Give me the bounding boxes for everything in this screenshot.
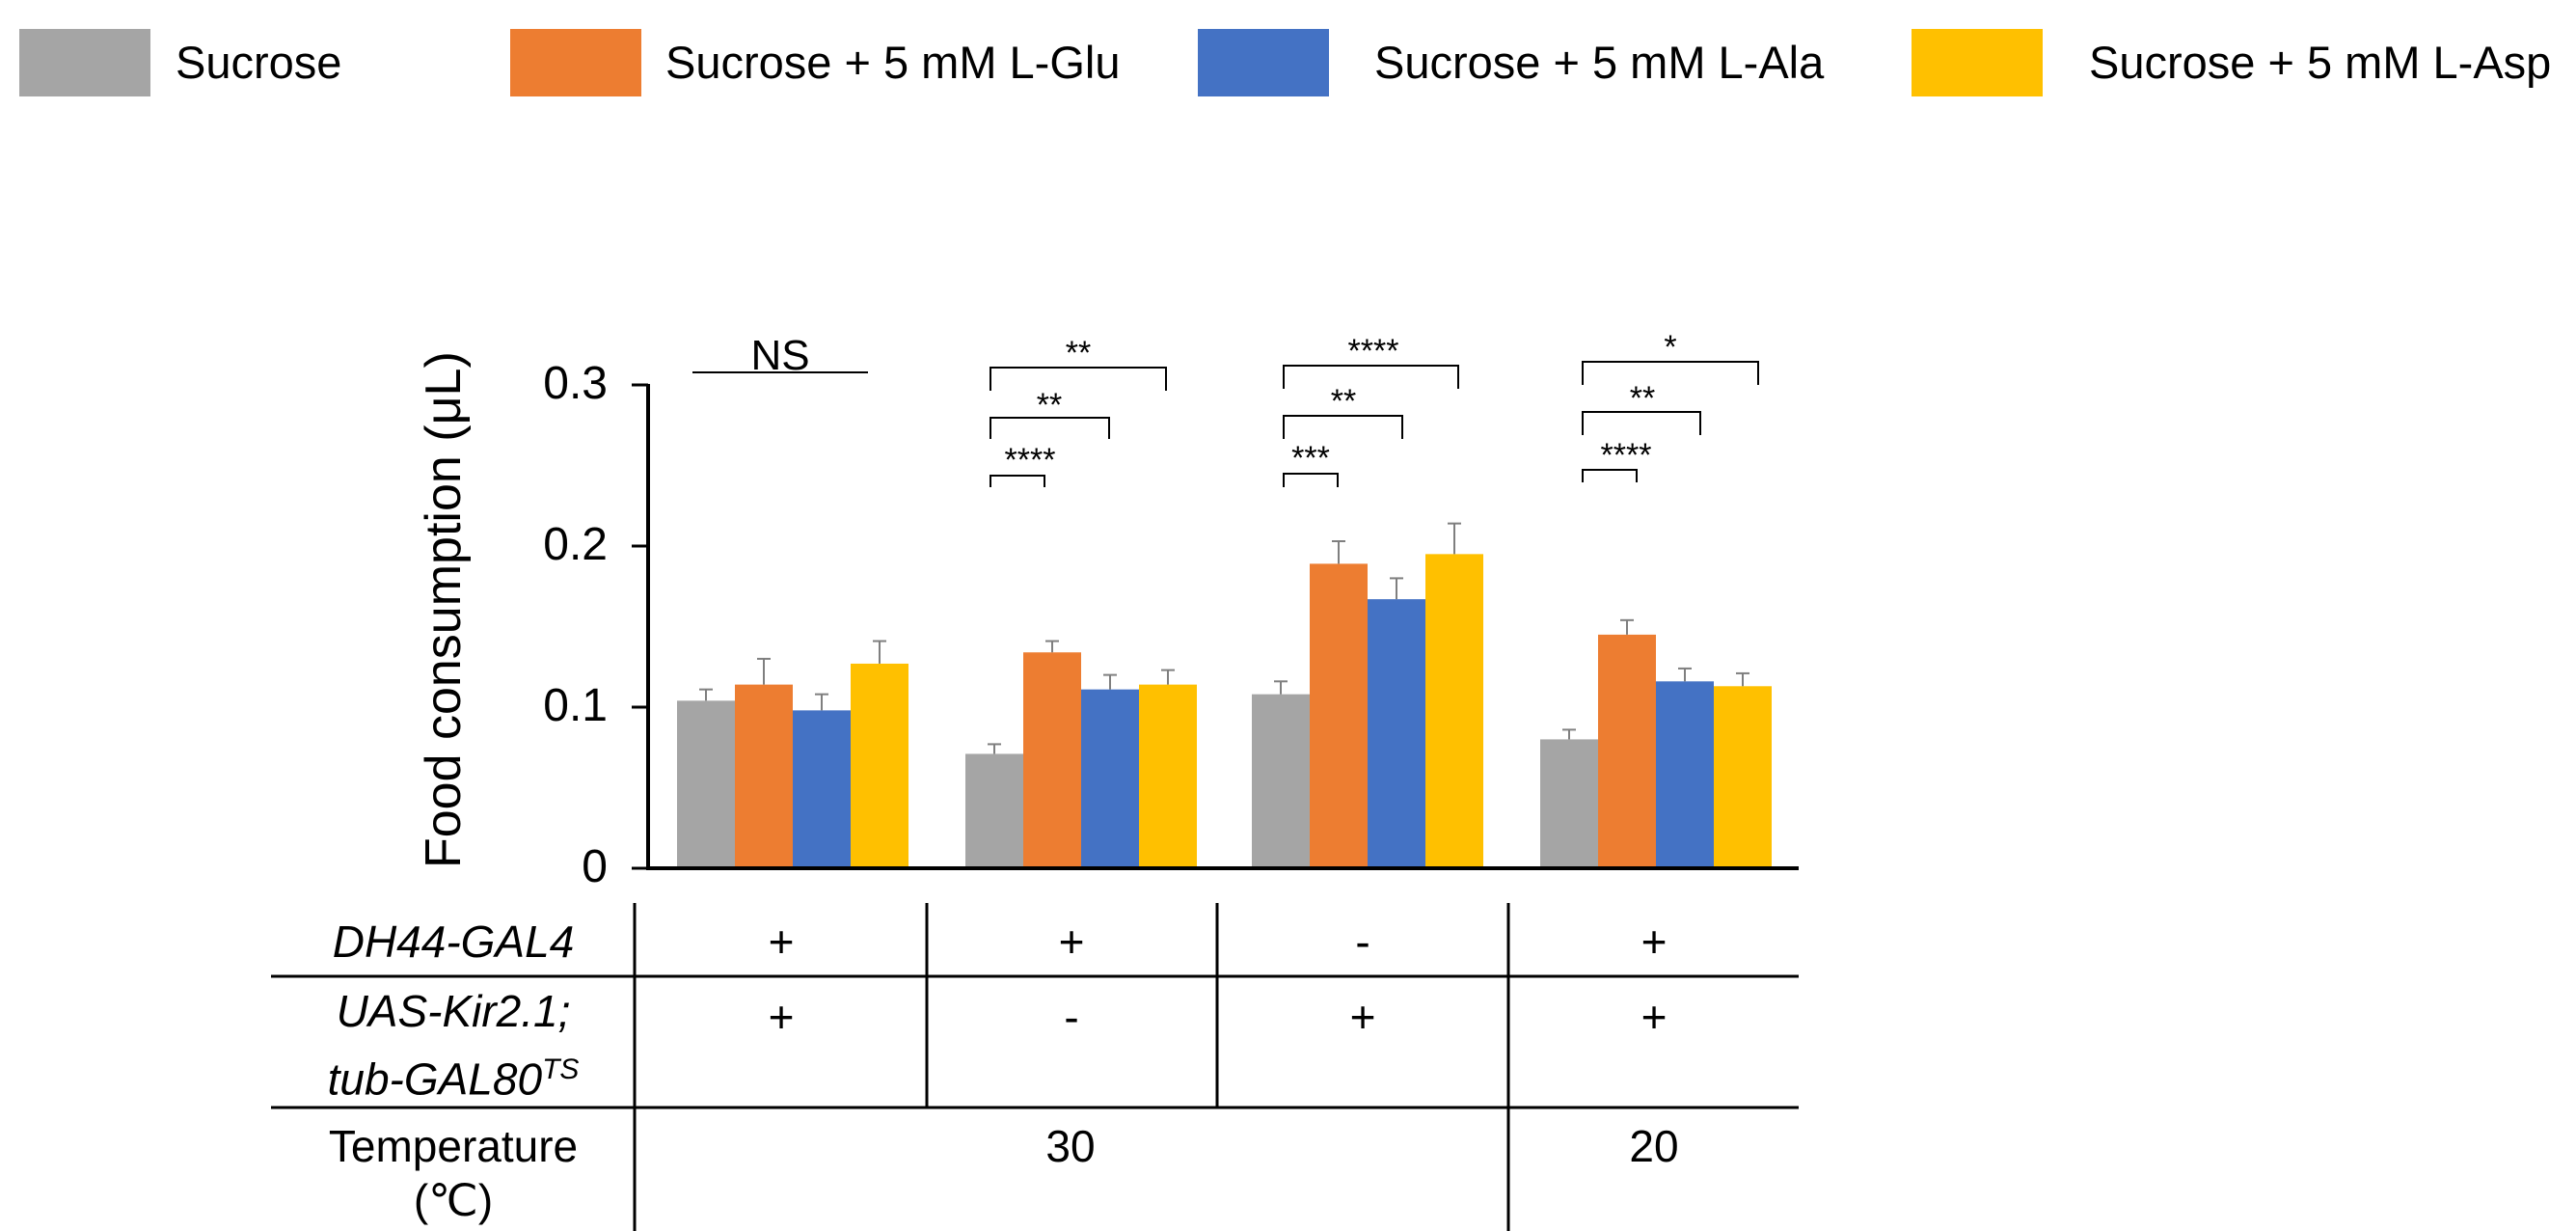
y-tick-label: 0.2 — [543, 519, 608, 570]
bar — [1714, 686, 1772, 868]
table-cell: + — [1641, 916, 1668, 967]
y-tick-label: 0 — [582, 841, 608, 892]
row-label-superscript: TS — [542, 1053, 580, 1085]
sig-label: *** — [1291, 440, 1330, 477]
y-tick-label: 0.1 — [543, 680, 608, 731]
bar — [677, 700, 735, 868]
table-cell: + — [1349, 992, 1376, 1042]
bracket — [1582, 469, 1638, 482]
bar — [1081, 689, 1139, 868]
legend-label: Sucrose — [176, 37, 342, 88]
bar — [1023, 652, 1081, 868]
bar — [1252, 694, 1310, 868]
legend-label: Sucrose + 5 mM L-Ala — [1374, 37, 1825, 88]
bracket — [1283, 365, 1459, 389]
bar — [1425, 554, 1483, 868]
sig-label: * — [1664, 329, 1677, 366]
table-cell: + — [1641, 992, 1668, 1042]
bracket — [1283, 415, 1403, 439]
error-bars-layer — [699, 522, 1749, 754]
bar — [1540, 739, 1598, 868]
table-cell: + — [1058, 916, 1085, 967]
sig-label: **** — [1347, 333, 1399, 369]
row-label-dh44: DH44-GAL4 — [332, 916, 575, 967]
bracket — [990, 417, 1110, 439]
bar — [1368, 599, 1425, 868]
table-cell-temp-20: 20 — [1629, 1121, 1679, 1171]
bracket — [1582, 411, 1701, 435]
sig-label-ns: NS — [750, 332, 810, 379]
legend-label: Sucrose + 5 mM L-Asp — [2089, 37, 2552, 88]
bar — [965, 753, 1023, 868]
table-cell: + — [768, 992, 795, 1042]
row-label-temperature: Temperature — [328, 1121, 579, 1171]
table-cell-temp-30: 30 — [1045, 1121, 1096, 1171]
legend-swatch — [1198, 29, 1329, 96]
legend-swatch — [1912, 29, 2043, 96]
bar — [1310, 563, 1368, 868]
table-cell: - — [1064, 992, 1079, 1042]
bracket — [1283, 473, 1339, 487]
row-label-temperature-unit: (℃) — [413, 1175, 494, 1225]
bracket — [990, 367, 1167, 391]
sig-label: ** — [1330, 383, 1357, 420]
bracket — [990, 475, 1045, 487]
sig-label: **** — [1004, 442, 1056, 479]
row-label-tub-gal80: tub-GAL80TS — [289, 1043, 617, 1106]
y-tick-label: 0.3 — [543, 358, 608, 409]
axes-layer — [632, 383, 1799, 870]
sig-label: ** — [1065, 335, 1092, 371]
row-label-uas-kir: UAS-Kir2.1; — [336, 986, 571, 1036]
bar — [735, 684, 793, 868]
bar — [1598, 634, 1656, 868]
bar — [1656, 681, 1714, 868]
legend-swatch — [510, 29, 641, 96]
table-cell: + — [768, 916, 795, 967]
legend-swatch — [19, 29, 150, 96]
bracket — [1582, 361, 1759, 385]
genotype-table-lines — [271, 903, 1799, 1231]
significance-brackets — [692, 361, 1759, 487]
row-label-tub-gal80-text: tub-GAL80 — [327, 1053, 543, 1105]
sig-label: ** — [1036, 387, 1063, 424]
sig-label: **** — [1600, 437, 1652, 474]
bars-layer — [677, 554, 1772, 868]
bar — [851, 663, 908, 868]
legend-label: Sucrose + 5 mM L-Glu — [665, 37, 1121, 88]
bar — [1139, 684, 1197, 868]
table-cell: - — [1355, 916, 1370, 967]
sig-label: ** — [1629, 380, 1656, 417]
bar — [793, 710, 851, 868]
